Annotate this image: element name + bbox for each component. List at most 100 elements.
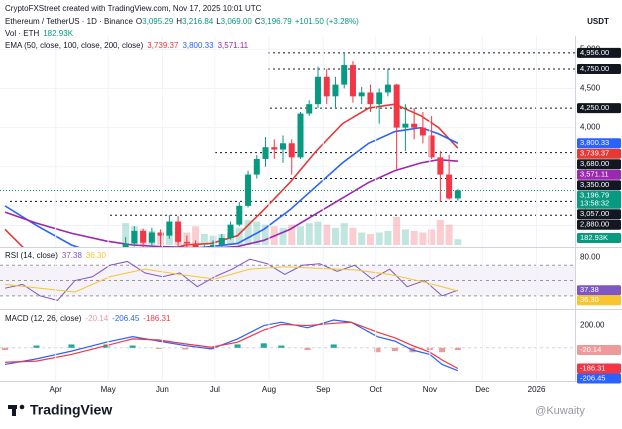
ema-value: 3,800.33	[182, 41, 214, 50]
ema-title: EMA (50, close, 100, close, 200, close)	[5, 41, 144, 50]
volume-bar	[235, 227, 243, 245]
legend: Vol · ETH 182.93K	[5, 29, 74, 38]
price-label: 2,880.00	[580, 220, 609, 229]
price-label-bg	[577, 180, 621, 191]
volume-bar	[410, 230, 418, 245]
volume-bar	[358, 232, 366, 245]
macd-histogram-bar	[234, 344, 241, 348]
price-label: 3,800.33	[580, 138, 609, 147]
candle-body	[262, 147, 269, 159]
macd-histogram-bar	[439, 347, 446, 353]
volume-bar	[340, 223, 348, 245]
volume-bar	[428, 229, 436, 245]
rsi-pane	[0, 258, 575, 301]
candle-body	[157, 232, 164, 236]
indicator-label-bg	[577, 363, 621, 374]
price-label-bg	[577, 190, 621, 209]
macd-histogram-bar	[129, 345, 136, 348]
macd-signal-value: -186.31	[143, 314, 171, 323]
candle-body	[245, 174, 252, 206]
x-tick-label: Jun	[156, 385, 169, 394]
x-tick-label: Aug	[262, 385, 276, 394]
ohlc-value: 3,216.84	[182, 17, 214, 26]
y-tick-label: 4,500	[580, 84, 601, 93]
candle-body	[411, 123, 418, 128]
volume-bar	[436, 220, 444, 245]
legend: EMA (50, close, 100, close, 200, close) 3…	[5, 41, 249, 50]
volume-bar	[375, 232, 383, 245]
price-label: 3,571.11	[580, 170, 609, 179]
x-tick-label: Sep	[316, 385, 331, 394]
macd-histogram-bar	[2, 347, 8, 350]
candle-body	[236, 205, 243, 225]
legend: Ethereum / TetherUS · 1D · Binance O3,095…	[5, 17, 359, 26]
rsi-line	[4, 266, 458, 293]
ema-value: 3,571.11	[218, 41, 249, 50]
volume-bar	[401, 229, 409, 245]
x-tick-label: Dec	[475, 385, 489, 394]
indicator-label-bg	[577, 295, 621, 306]
rsi-title: RSI (14, close)	[5, 251, 58, 260]
candle-body	[384, 84, 391, 93]
candle-body	[376, 92, 383, 105]
volume-bar	[366, 234, 374, 245]
ema-line	[4, 126, 459, 247]
legend: MACD (12, 26, close) -20.14 -206.45 -186.31	[5, 314, 171, 323]
currency: USDT	[587, 17, 609, 26]
price-label-bg	[577, 219, 621, 230]
macd-tick-label: 200.00	[580, 321, 605, 330]
macd-histogram-bar	[33, 345, 40, 348]
macd-histogram-bar	[330, 344, 337, 348]
rsi-value: 37.38	[62, 251, 83, 260]
logo-text: TradingView	[30, 402, 112, 418]
countdown: 13:58:32	[580, 199, 609, 208]
ohlc-value: 3,196.79	[261, 17, 293, 26]
candle-body	[306, 104, 313, 114]
x-tick-label: Oct	[369, 385, 382, 394]
x-tick-label: May	[101, 385, 116, 394]
price-label-bg	[577, 47, 621, 58]
indicator-label: -186.31	[580, 363, 605, 372]
candle-body	[419, 127, 426, 136]
macd-histogram-bar	[68, 344, 75, 348]
volume-bar	[244, 220, 252, 245]
candle-body	[166, 221, 173, 236]
ema-line	[4, 158, 458, 247]
volume-bar	[445, 224, 453, 245]
x-tick-label: 2026	[528, 385, 546, 394]
candle-body	[271, 147, 278, 150]
macd-histogram-bar	[155, 347, 162, 349]
volume-value: 182.93K	[43, 29, 73, 38]
macd-histogram-bar	[278, 345, 285, 348]
candle-body	[148, 232, 155, 243]
indicator-label-bg	[577, 345, 621, 356]
price-label-bg	[577, 63, 621, 74]
volume-bar	[393, 216, 401, 245]
candle-body	[314, 76, 321, 105]
indicator-label-bg	[577, 285, 621, 296]
ohlc-key: H	[176, 17, 182, 26]
candle-body	[428, 135, 435, 158]
macd-histogram-bar	[454, 347, 461, 351]
logo-mark	[19, 404, 25, 410]
indicator-label: 37.38	[580, 285, 599, 294]
rsi-value: 36.30	[86, 251, 107, 260]
macd-hist-value: -20.14	[85, 314, 108, 323]
x-tick-label: Jul	[210, 385, 220, 394]
candle-body	[218, 237, 225, 245]
volume-bar	[314, 221, 322, 245]
macd-histogram-bar	[391, 347, 398, 352]
candle-body	[332, 84, 339, 97]
price-label: 3,739.37	[580, 149, 609, 158]
macd-line	[4, 321, 459, 370]
credit: CryptoFXStreet created with TradingView.…	[5, 4, 262, 13]
legend: RSI (14, close) 37.38 36.30	[5, 251, 107, 260]
candle-body	[280, 143, 287, 150]
volume-bar	[200, 234, 208, 245]
macd-value: -206.45	[112, 314, 140, 323]
volume-title: Vol · ETH	[5, 29, 39, 38]
candle-body	[131, 230, 138, 244]
price-label-bg	[577, 103, 621, 114]
price-label: 3,680.00	[580, 159, 609, 168]
